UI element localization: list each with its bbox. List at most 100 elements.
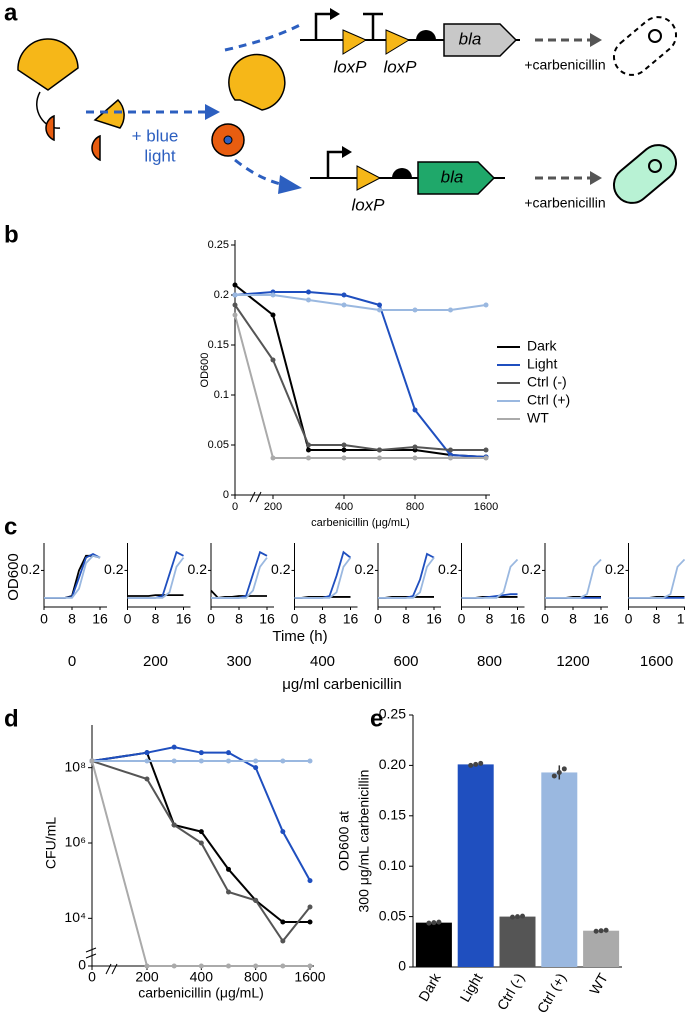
x-tick-label: Light (456, 970, 485, 1004)
data-point (412, 307, 418, 313)
series-line (628, 558, 685, 599)
data-point (377, 455, 382, 461)
data-point (226, 750, 231, 756)
series-line (91, 760, 310, 967)
data-point (144, 758, 150, 764)
x-tick-label: 8 (319, 611, 327, 627)
series-line (235, 294, 487, 311)
data-point (226, 963, 231, 969)
x-tick-label: 0 (124, 611, 132, 627)
panel-label: b (4, 221, 19, 248)
panel-title: 1600 (640, 653, 673, 670)
x-axis-label: Time (h) (272, 628, 327, 645)
series-line (91, 746, 311, 882)
data-point (198, 829, 204, 835)
replicate (556, 769, 562, 775)
x-tick-label: 1600 (474, 501, 498, 513)
protein (17, 38, 79, 91)
replicate (515, 914, 520, 920)
promoter (342, 146, 352, 158)
y-tick-label: 0.2 (21, 561, 41, 577)
panel-title: 1200 (556, 653, 589, 670)
series-line (44, 554, 101, 599)
x-tick-label: 200 (135, 969, 159, 985)
data-point (307, 878, 313, 884)
arrow-head (590, 171, 602, 185)
data-point (341, 455, 347, 461)
y-axis-label: CFU/mL (43, 817, 59, 869)
y-tick-label: 0.15 (208, 339, 229, 351)
data-point (483, 447, 489, 453)
x-tick-label: 8 (653, 611, 661, 627)
data-point (307, 758, 313, 764)
y-tick-label: 0.2 (355, 561, 375, 577)
series-line (461, 558, 519, 599)
data-point (270, 357, 276, 363)
data-point (307, 919, 313, 925)
data-point (412, 455, 418, 461)
site-label: loxP (383, 57, 417, 76)
data-point (341, 447, 347, 453)
y-tick-label: 0.2 (214, 289, 229, 301)
replicate (603, 927, 609, 933)
x-tick-label: 0 (207, 611, 215, 627)
bar (541, 772, 578, 967)
subtitle: μg/ml carbenicillin (282, 676, 402, 693)
y-tick-label: 0 (398, 958, 406, 974)
loxp (342, 29, 368, 55)
x-tick-label: 0 (291, 611, 299, 627)
x-tick-label: 16 (593, 611, 609, 627)
data-point (280, 963, 286, 969)
bar (457, 764, 494, 967)
site-label: loxP (333, 57, 367, 76)
series-line (127, 557, 185, 599)
panel-label: a (4, 0, 18, 26)
arrow-head (205, 104, 220, 120)
light-label: + blue (132, 126, 179, 145)
y-tick-label: 0.2 (605, 561, 625, 577)
data-point (280, 829, 286, 835)
x-tick-label: 8 (235, 611, 243, 627)
x-tick-label: 1600 (294, 969, 325, 985)
y-tick-label: 0.20 (379, 756, 406, 772)
y-tick-label: 0.2 (271, 561, 291, 577)
series-line (91, 751, 310, 923)
protein (93, 98, 125, 129)
data-point (306, 289, 311, 295)
data-point (171, 758, 177, 764)
data-point (280, 938, 286, 944)
gene-label: bla (459, 29, 482, 48)
data-point (171, 963, 177, 969)
x-axis-label: carbenicillin (μg/mL) (311, 517, 410, 529)
y-tick-label: 10⁶ (65, 834, 86, 850)
data-point (448, 307, 453, 313)
data-point (144, 963, 150, 969)
replicate (478, 760, 484, 766)
data-point (171, 744, 177, 750)
x-tick-label: 8 (68, 611, 76, 627)
data-point (232, 312, 238, 318)
diagram: + blue light bla loxP loxP +carbenicilli… (17, 8, 678, 214)
series-line (378, 552, 435, 599)
data-point (89, 758, 95, 764)
plasmid (648, 159, 662, 173)
bar (583, 930, 620, 967)
x-tick-label: 400 (190, 969, 214, 985)
data-point (198, 750, 204, 756)
data-point (341, 292, 347, 298)
light-label: light (144, 146, 175, 165)
series-line (378, 557, 435, 599)
data-point (226, 889, 231, 895)
y-tick-label: 0.2 (522, 561, 542, 577)
data-point (483, 302, 489, 308)
replicate (431, 920, 437, 926)
replicate (520, 913, 525, 919)
photoreceptor (91, 134, 101, 162)
y-tick-label: 0 (78, 957, 86, 973)
series-line (44, 554, 101, 599)
series-line (234, 304, 486, 452)
x-tick-label: 800 (406, 501, 424, 513)
data-point (270, 292, 276, 298)
data-point (377, 307, 382, 313)
